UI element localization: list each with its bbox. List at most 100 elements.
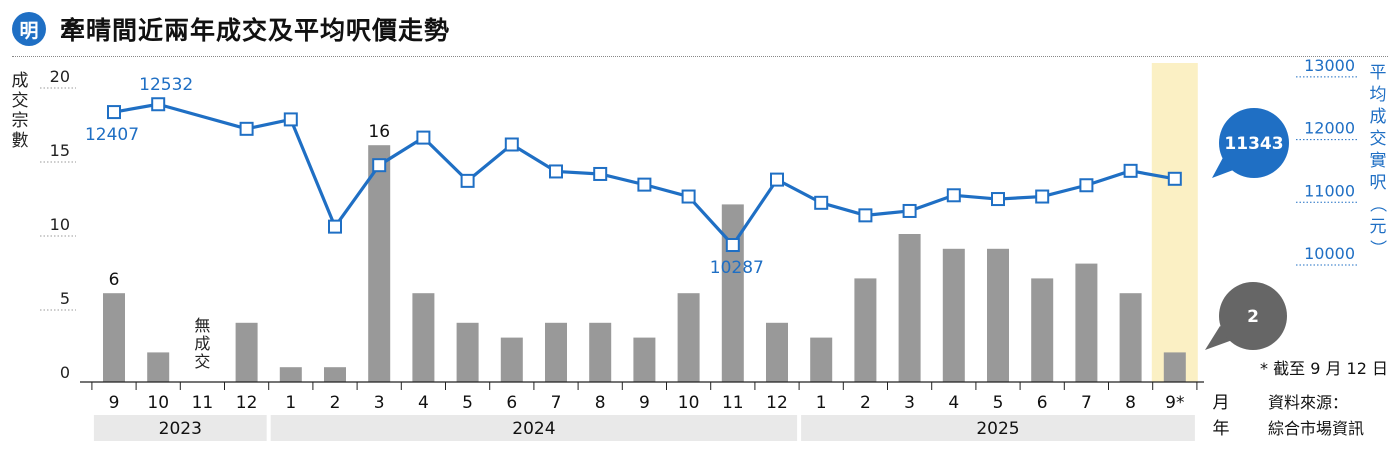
price-marker-3 [372,158,387,173]
bar-2 [854,278,877,382]
left-axis-title-char: 交 [12,91,29,111]
year-label: 2024 [512,419,555,439]
bar-1 [279,367,302,382]
month-label: 9* [1165,393,1184,413]
price-marker-6 [1035,189,1050,204]
month-label: 5 [462,393,473,413]
month-label: 4 [948,393,959,413]
month-label: 11 [192,393,214,413]
left-axis-tick: 0 [60,363,70,382]
price-marker-11 [725,238,740,253]
bar-10 [147,352,170,382]
price-marker-1 [283,112,298,127]
right-axis-tick: 11000 [1304,181,1355,200]
bar-data-label: 6 [109,270,120,290]
price-marker-6 [504,137,519,152]
month-label: 6 [1037,393,1048,413]
title-divider [12,56,1388,57]
month-label: 10 [147,393,169,413]
bar-5 [987,248,1009,382]
left-axis-tick: 15 [50,141,70,160]
year-band [93,415,267,441]
price-callout-text: 11343 [1224,134,1283,154]
bar-8 [1119,293,1142,382]
price-data-label: 10287 [710,258,764,278]
price-marker-5 [991,192,1005,207]
bar-9 [633,337,656,382]
source-value: 綜合市場資訊 [1268,419,1364,438]
month-label: 8 [595,393,606,413]
price-callout-bubble [1219,108,1289,178]
month-label: 2 [860,393,871,413]
bar-4 [942,248,965,382]
bar-8 [589,322,612,382]
bar-5 [456,322,479,382]
bar-2 [324,367,346,382]
left-axis-title-char: 宗 [12,111,29,131]
price-marker-7 [549,164,563,179]
deals-callout-bubble [1219,282,1287,350]
price-marker-12 [239,121,254,136]
year-axis-label: 年 [1213,419,1230,439]
page-title: 牽晴間近兩年成交及平均呎價走勢 [60,16,451,45]
price-marker-1 [814,195,829,210]
year-label: 2023 [159,419,202,439]
month-label: 9 [109,393,120,413]
right-axis-tick: 10000 [1304,244,1355,263]
deals-callout-tail [1205,326,1238,350]
month-label: 3 [374,393,385,413]
right-axis-title-char: 均 [1370,85,1387,105]
price-marker-10 [681,189,696,204]
left-axis-tick: 20 [50,67,70,86]
price-marker-8 [1123,163,1138,178]
month-label: 7 [551,393,562,413]
no-deal-label-char: 無 [194,316,210,335]
right-axis-title-char: 成 [1370,107,1387,127]
year-band [270,415,798,441]
bar-1 [810,337,833,382]
price-marker-9 [107,105,121,120]
month-label: 4 [418,393,429,413]
month-label: 12 [766,393,788,413]
footnote: * 截至 9 月 12 日 [1260,359,1388,378]
bar-9* [1163,352,1186,382]
price-data-label: 12407 [85,125,139,145]
right-axis-title-char: （ [1367,196,1387,213]
source-label: 資料來源： [1268,393,1348,412]
bar-7 [545,322,567,382]
price-marker-9 [637,177,652,192]
deals-callout-text: 2 [1247,307,1259,327]
bar-12 [235,322,258,382]
price-line [113,102,1176,247]
price-marker-12 [770,172,784,187]
highlight-band [1151,63,1198,382]
price-marker-2 [328,219,342,234]
month-label: 6 [506,393,517,413]
no-deal-label-char: 交 [194,352,210,371]
month-label: 1 [816,393,827,413]
price-marker-7 [1079,178,1094,193]
month-label: 12 [236,393,258,413]
bar-10 [677,293,700,382]
month-label: 10 [678,393,700,413]
month-label: 5 [993,393,1004,413]
bar-9 [103,293,125,382]
right-axis-title-char: 元 [1370,217,1387,237]
right-axis-tick: 13000 [1304,56,1355,75]
month-label: 11 [722,393,744,413]
price-marker-10 [151,97,166,112]
no-deal-label-char: 成 [194,334,210,353]
year-band [801,415,1195,441]
right-axis-title-char: ） [1367,240,1387,257]
right-axis-title-char: 交 [1370,129,1387,149]
price-data-label: 12532 [139,75,193,95]
month-label: 9 [639,393,650,413]
month-label: 7 [1081,393,1092,413]
right-axis-title-char: 平 [1370,63,1387,83]
price-marker-4 [416,130,431,145]
bar-3 [898,234,921,382]
price-marker-9* [1167,171,1182,186]
bar-12 [766,322,788,382]
bar-3 [368,145,391,382]
